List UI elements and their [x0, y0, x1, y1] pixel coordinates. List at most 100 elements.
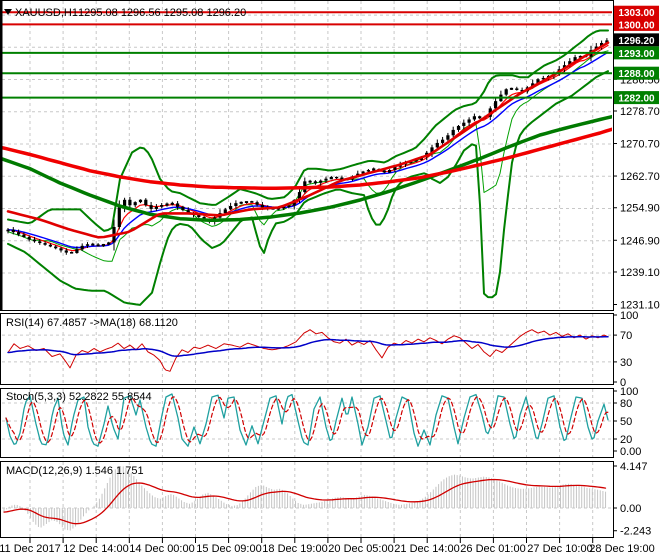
candle-body: [520, 89, 524, 92]
candle-body: [324, 178, 328, 181]
candle-body: [244, 201, 249, 204]
stochastic-indicator-label: Stoch(5,3,3) 52.2822 55.8544: [6, 391, 152, 403]
rsi-panel: [7, 329, 609, 372]
candle-body: [568, 61, 572, 66]
price-axis-label: 1246.90: [620, 235, 660, 247]
candle-body: [372, 168, 376, 171]
candle-body: [22, 234, 26, 238]
candle-body: [165, 203, 169, 206]
grid-lines: [2, 1, 612, 543]
stoch-axis-label: 80: [620, 398, 632, 410]
candle-body: [451, 129, 455, 136]
date-axis-label: 12 Dec 14:00: [63, 543, 128, 555]
candle-body: [255, 202, 259, 205]
candle-body: [59, 248, 63, 251]
bollinger-lower-band: [7, 70, 609, 306]
candle-body: [202, 217, 206, 220]
price-axis-label: 1270.70: [620, 139, 660, 151]
candle-body: [27, 237, 31, 240]
candle-body: [239, 201, 243, 204]
candle-body: [467, 119, 471, 123]
bollinger-middle-band: [7, 50, 609, 262]
candle-body: [600, 42, 604, 47]
candle-body: [515, 88, 519, 90]
macd-signal-line: [3, 478, 607, 525]
stoch-k-line: [5, 393, 609, 447]
rsi-axis-label: 70: [620, 330, 632, 342]
date-axis-label: 14 Dec 00:00: [129, 543, 194, 555]
stoch-axis-label: 100: [620, 386, 638, 398]
candle-body: [6, 229, 10, 232]
candle-body: [335, 176, 339, 179]
candle-body: [313, 181, 317, 184]
candle-body: [64, 250, 68, 253]
bollinger-upper-band: [7, 29, 609, 232]
rsi-indicator-label: RSI(14) 67.4857 ->MA(18) 68.1120: [6, 317, 178, 329]
date-axis-label: 27 Dec 10:00: [527, 543, 592, 555]
rsi-line: [7, 329, 609, 372]
price-axis-label: 1254.90: [620, 203, 660, 215]
stoch-axis-label: 20: [620, 434, 632, 446]
rsi-ma-line: [7, 335, 609, 357]
candle-body: [573, 57, 577, 62]
candle-body: [435, 142, 439, 148]
date-axis-label: 28 Dec 19:00: [589, 543, 654, 555]
candle-body: [128, 199, 132, 206]
candle-body: [17, 232, 21, 235]
candle-body: [48, 244, 52, 247]
date-axis-label: 18 Dec 19:00: [262, 543, 327, 555]
candle-body: [234, 203, 238, 207]
support-price-badge-label: 1282.00: [618, 94, 655, 105]
medium-ma-red: [6, 41, 610, 239]
candle-body: [472, 116, 476, 120]
candles: [6, 38, 609, 255]
support-price-badge-label: 1293.00: [618, 49, 655, 60]
slow-ma-red: [2, 127, 612, 190]
candle-body: [160, 205, 164, 207]
candle-body: [54, 246, 58, 249]
candle-body: [494, 101, 498, 109]
candle-body: [43, 243, 47, 245]
fast-ma-blue: [7, 51, 609, 249]
price-axis-label: 1262.70: [620, 171, 660, 183]
rsi-panel-border: [0, 313, 614, 385]
candle-body: [366, 170, 370, 172]
chart-marker-triangle-icon: [4, 9, 12, 15]
support-price-badge: [614, 46, 659, 60]
candle-body: [430, 147, 434, 153]
candle-body: [287, 205, 291, 208]
candle-body: [393, 166, 397, 170]
rsi-axis-label: 100: [620, 310, 638, 322]
candle-body: [456, 125, 461, 130]
candle-body: [91, 243, 95, 246]
stoch-d-line: [5, 396, 609, 444]
candle-body: [382, 170, 386, 173]
candle-body: [38, 241, 42, 244]
current-price-price-badge-label: 1296.20: [618, 36, 655, 47]
support-price-badge: [614, 91, 659, 105]
stoch-panel-border: [0, 388, 614, 458]
candle-body: [70, 251, 74, 254]
axis-labels: 1286.501278.701270.701262.701254.901246.…: [0, 5, 660, 555]
candle-body: [11, 229, 15, 233]
panel-borders: [0, 0, 614, 538]
macd-axis-label: 4.147: [620, 461, 648, 473]
candle-body: [186, 210, 190, 213]
candle-body: [250, 201, 254, 203]
candle-body: [340, 177, 344, 180]
candle-body: [509, 87, 514, 90]
candle-body: [107, 242, 111, 245]
price-axis-label: 1239.10: [620, 267, 660, 279]
candle-body: [223, 209, 227, 214]
candle-body: [170, 202, 174, 205]
candle-body: [462, 122, 466, 126]
macd-axis-label: 0.00: [620, 503, 641, 515]
candle-body: [181, 206, 185, 211]
candle-body: [441, 139, 445, 143]
resistance-price-badge: [614, 5, 659, 19]
date-axis-label: 26 Dec 01:00: [460, 543, 525, 555]
macd-panel: [3, 466, 607, 531]
candle-body: [154, 206, 158, 209]
